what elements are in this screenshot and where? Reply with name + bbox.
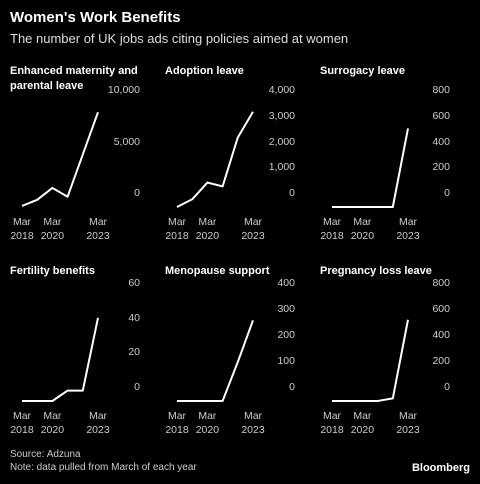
y-tick-label: 0 <box>444 381 450 393</box>
line <box>22 317 99 402</box>
y-tick-label: 60 <box>128 277 140 289</box>
x-tick-label: Mar 2020 <box>195 410 220 436</box>
x-tick-label: Mar 2018 <box>165 216 189 242</box>
y-tick-label: 3,000 <box>268 109 295 122</box>
line <box>332 128 409 208</box>
panel-title: Surrogacy leave <box>320 65 405 77</box>
note: Note: data pulled from March of each yea… <box>10 462 197 473</box>
x-tick-label: Mar 2020 <box>350 216 375 242</box>
x-tick-label: Mar 2020 <box>40 410 65 436</box>
x-tick-label: Mar 2023 <box>86 216 110 242</box>
y-tick-label: 20 <box>128 346 140 359</box>
y-tick-label: 0 <box>134 187 140 199</box>
x-tick-label: Mar 2023 <box>396 216 420 242</box>
y-tick-label: 200 <box>432 355 450 367</box>
y-tick-label: 0 <box>289 187 295 199</box>
y-tick-label: 800 <box>432 84 450 96</box>
y-tick-label: 2,000 <box>268 135 295 148</box>
y-tick-label: 600 <box>432 109 450 122</box>
x-tick-label: Mar 2018 <box>320 410 344 436</box>
line <box>332 319 409 402</box>
y-tick-label: 300 <box>277 303 295 315</box>
line <box>176 111 254 208</box>
x-tick-label: Mar 2023 <box>241 410 265 436</box>
y-tick-label: 800 <box>432 277 450 289</box>
x-tick-label: Mar 2023 <box>241 216 265 242</box>
line <box>177 320 254 402</box>
y-tick-label: 100 <box>277 355 295 367</box>
y-tick-label: 0 <box>134 381 140 393</box>
x-tick-label: Mar 2020 <box>195 216 220 242</box>
x-tick-label: Mar 2023 <box>86 410 110 436</box>
x-tick-label: Mar 2023 <box>396 410 420 436</box>
line <box>21 111 99 207</box>
y-tick-label: 0 <box>289 381 295 393</box>
panel-title: Enhanced maternity and parental leave <box>10 65 138 92</box>
subtitle: The number of UK jobs ads citing policie… <box>10 31 349 46</box>
y-tick-label: 400 <box>432 329 450 341</box>
y-tick-label: 0 <box>444 187 450 199</box>
y-tick-label: 1,000 <box>268 161 295 174</box>
source: Source: Adzuna <box>10 449 81 460</box>
panel-title: Pregnancy loss leave <box>320 265 432 277</box>
x-tick-label: Mar 2018 <box>10 410 34 436</box>
y-tick-label: 5,000 <box>113 135 140 148</box>
brand: Bloomberg <box>411 462 470 474</box>
panel-title: Adoption leave <box>165 65 244 77</box>
y-tick-label: 200 <box>277 329 295 341</box>
x-tick-label: Mar 2020 <box>350 410 375 436</box>
y-tick-label: 40 <box>128 311 140 324</box>
panel-title: Menopause support <box>165 265 270 277</box>
x-tick-label: Mar 2018 <box>165 410 189 436</box>
y-tick-label: 600 <box>432 303 450 315</box>
title: Women's Work Benefits <box>10 9 181 26</box>
y-tick-label: 400 <box>432 135 450 148</box>
y-tick-label: 200 <box>432 161 450 174</box>
y-tick-label: 400 <box>277 277 295 289</box>
x-tick-label: Mar 2020 <box>40 216 65 242</box>
y-tick-label: 4,000 <box>268 84 295 96</box>
x-tick-label: Mar 2018 <box>10 216 34 242</box>
y-tick-label: 10,000 <box>107 84 140 96</box>
x-tick-label: Mar 2018 <box>320 216 344 242</box>
panel-title: Fertility benefits <box>10 265 95 277</box>
